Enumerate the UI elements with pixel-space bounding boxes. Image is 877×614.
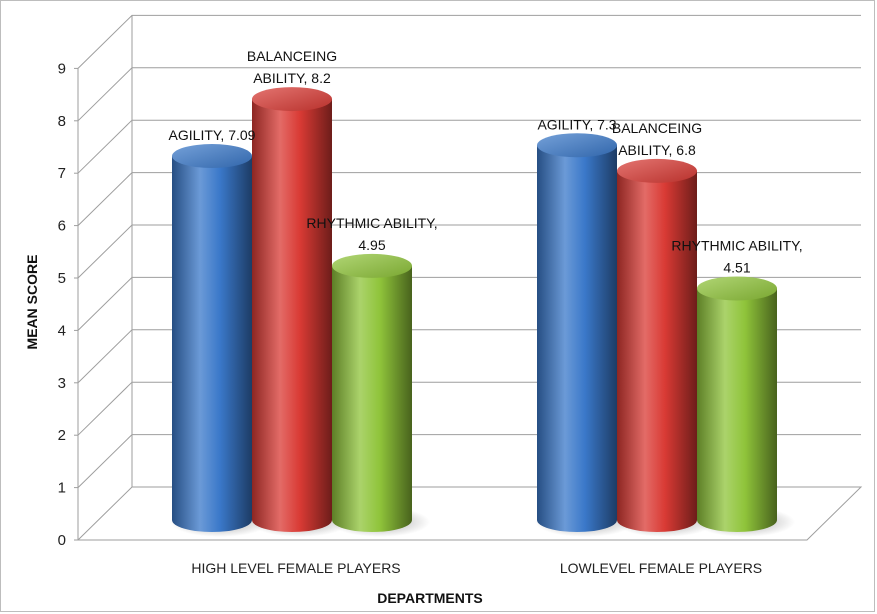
bar-body (332, 265, 412, 532)
y-tick-label: 6 (58, 218, 66, 235)
bar-top (252, 87, 332, 112)
gridline (77, 14, 861, 69)
y-tick-label: 3 (58, 375, 66, 392)
y-tick-label: 5 (58, 270, 66, 287)
bar-agility-lowlevel-female-players (535, 133, 635, 537)
bar-body (617, 170, 697, 532)
bar-top (617, 158, 697, 183)
bar-body (172, 156, 252, 532)
x-tick-label-high-level-female-players: HIGH LEVEL FEMALE PLAYERS (191, 560, 400, 576)
gridline (77, 119, 861, 174)
data-label-agility-lowlevel-female-players: AGILITY, 7.3 (537, 116, 616, 132)
y-tick-label: 8 (58, 113, 66, 130)
bar-top (332, 253, 412, 278)
bar-rhythmic-ability-high-level-female-players (330, 253, 430, 537)
y-tick-label: 7 (58, 165, 66, 182)
bar-body (252, 99, 332, 533)
x-tick-labels: HIGH LEVEL FEMALE PLAYERS LOWLEVEL FEMALE… (191, 560, 762, 576)
x-tick-label-lowlevel-female-players: LOWLEVEL FEMALE PLAYERS (560, 560, 762, 576)
y-tick-label: 9 (58, 60, 66, 77)
floor-outline (78, 486, 863, 541)
bar-balanceing-ability-high-level-female-players (250, 87, 350, 537)
bar-top (697, 276, 777, 301)
data-label-rhythmic-ability-high-level-female-players: RHYTHMIC ABILITY, 4.95 (306, 215, 437, 253)
data-label-rhythmic-ability-lowlevel-female-players: RHYTHMIC ABILITY, 4.51 (671, 237, 802, 275)
y-axis-title: MEAN SCORE (24, 255, 40, 350)
y-tick-label: 1 (58, 480, 66, 497)
x-axis-title: DEPARTMENTS (377, 590, 483, 606)
data-label-balanceing-ability-high-level-female-players: BALANCEING ABILITY, 8.2 (247, 48, 337, 86)
bar-body (537, 145, 617, 532)
y-tick-label: 2 (58, 427, 66, 444)
bar-agility-high-level-female-players (170, 144, 270, 537)
data-label-balanceing-ability-lowlevel-female-players: BALANCEING ABILITY, 6.8 (612, 120, 702, 158)
gridline (77, 67, 861, 122)
bar-body (697, 288, 777, 532)
bars (170, 87, 795, 537)
bar-rhythmic-ability-lowlevel-female-players (695, 276, 795, 537)
bar-balanceing-ability-lowlevel-female-players (615, 158, 715, 537)
bar-top (172, 144, 252, 169)
y-tick-label: 0 (58, 532, 66, 549)
data-labels: AGILITY, 7.09 BALANCEING ABILITY, 8.2 RHYTH… (169, 48, 803, 275)
y-tick-labels: 0 1 2 3 4 5 6 7 8 9 (58, 60, 66, 549)
y-tick-label: 4 (58, 322, 66, 339)
data-label-agility-high-level-female-players: AGILITY, 7.09 (169, 127, 256, 143)
bar-top (537, 133, 617, 158)
